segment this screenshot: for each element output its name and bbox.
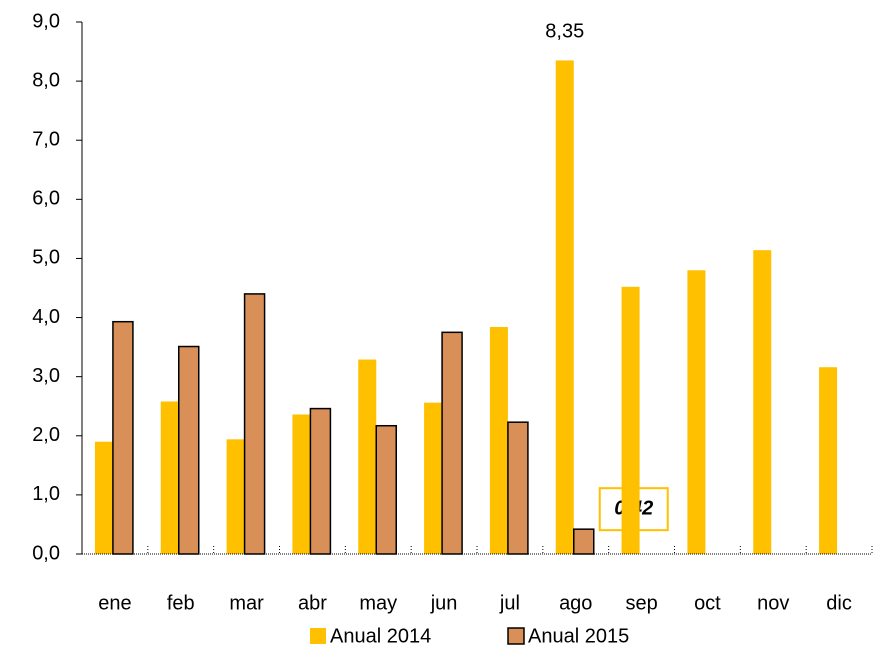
bar (621, 286, 640, 554)
bar (94, 441, 113, 554)
bar (292, 414, 311, 554)
y-tick-label: 3,0 (32, 365, 60, 387)
x-tick-label: sep (625, 592, 657, 614)
bar (819, 367, 838, 554)
y-tick-label: 9,0 (32, 10, 60, 32)
x-tick-label: mar (229, 592, 264, 614)
x-tick-label: dic (826, 592, 852, 614)
y-tick-label: 8,0 (32, 69, 60, 91)
bar (687, 270, 706, 554)
x-tick-label: nov (757, 592, 789, 614)
x-tick-label: oct (694, 592, 721, 614)
bar (112, 320, 134, 555)
legend-label: Anual 2015 (528, 625, 629, 647)
x-tick-label: abr (298, 592, 327, 614)
y-tick-label: 5,0 (32, 247, 60, 269)
bar (507, 421, 529, 555)
legend-label: Anual 2014 (330, 625, 431, 647)
bar (375, 424, 397, 555)
bar (489, 327, 508, 554)
y-tick-label: 0,0 (32, 542, 60, 564)
y-tick-label: 6,0 (32, 188, 60, 210)
y-tick-label: 1,0 (32, 483, 60, 505)
data-label: 8,35 (545, 21, 584, 43)
bar (753, 250, 772, 554)
y-tick-label: 2,0 (32, 424, 60, 446)
x-tick-label: may (359, 592, 397, 614)
x-tick-label: ene (98, 592, 131, 614)
bar (160, 401, 179, 554)
bar (243, 293, 266, 555)
bar (555, 60, 574, 555)
x-tick-label: ago (559, 592, 592, 614)
bar (178, 345, 200, 555)
bar (226, 439, 245, 554)
bar (424, 402, 443, 554)
bar (358, 359, 377, 554)
y-tick-label: 4,0 (32, 306, 60, 328)
bar (573, 528, 595, 555)
x-tick-label: feb (167, 592, 195, 614)
legend-swatch (507, 627, 525, 645)
legend-swatch (310, 628, 326, 644)
x-tick-label: jun (430, 592, 458, 614)
bar (441, 331, 463, 555)
y-tick-label: 7,0 (32, 129, 60, 151)
bar (309, 407, 332, 555)
x-tick-label: jul (499, 592, 520, 614)
